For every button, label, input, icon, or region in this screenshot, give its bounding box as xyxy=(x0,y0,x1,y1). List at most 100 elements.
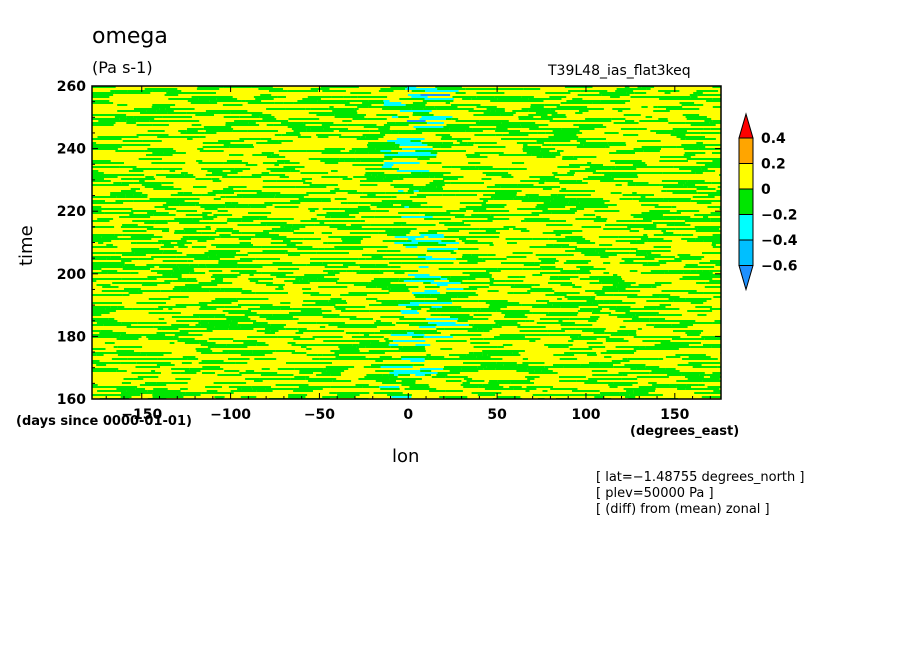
field-segment xyxy=(400,310,418,312)
field-segment xyxy=(557,206,566,208)
field-segment xyxy=(328,176,340,178)
field-segment xyxy=(520,230,530,232)
field-segment xyxy=(630,368,637,370)
field-segment xyxy=(380,388,400,390)
field-segment xyxy=(92,368,119,370)
field-segment xyxy=(126,390,148,392)
field-segment xyxy=(523,144,528,146)
field-segment xyxy=(134,108,160,110)
field-segment xyxy=(619,262,648,264)
field-segment xyxy=(130,236,163,238)
field-segment xyxy=(322,396,355,398)
field-segment xyxy=(262,162,285,164)
field-segment xyxy=(462,382,470,384)
field-segment xyxy=(551,114,566,116)
field-segment xyxy=(438,242,460,244)
field-segment xyxy=(396,138,425,140)
field-segment xyxy=(92,206,102,208)
field-segment xyxy=(626,92,635,94)
field-segment xyxy=(677,254,691,256)
field-segment xyxy=(641,106,648,108)
field-segment xyxy=(158,240,187,242)
field-segment xyxy=(695,306,712,308)
field-segment xyxy=(187,288,221,290)
field-segment xyxy=(488,190,522,192)
field-segment xyxy=(346,270,353,272)
field-segment xyxy=(473,324,499,326)
field-segment xyxy=(92,236,102,238)
field-segment xyxy=(488,382,511,384)
field-segment xyxy=(151,370,156,372)
field-segment xyxy=(432,146,441,148)
field-segment xyxy=(123,378,134,380)
field-segment xyxy=(281,122,304,124)
field-segment xyxy=(410,360,425,362)
field-segment xyxy=(327,242,361,244)
field-segment xyxy=(373,392,403,394)
field-segment xyxy=(417,258,426,260)
field-segment xyxy=(459,262,478,264)
field-segment xyxy=(476,356,491,358)
field-segment xyxy=(668,172,696,174)
field-segment xyxy=(556,106,588,108)
field-segment xyxy=(592,328,606,330)
field-segment xyxy=(259,378,291,380)
field-segment xyxy=(435,134,451,136)
field-segment xyxy=(228,312,257,314)
field-segment xyxy=(275,288,284,290)
field-segment xyxy=(658,260,682,262)
field-segment xyxy=(638,386,657,388)
field-segment xyxy=(684,152,706,154)
field-segment xyxy=(324,344,353,346)
field-segment xyxy=(529,176,555,178)
field-segment xyxy=(527,290,555,292)
field-segment xyxy=(175,378,191,380)
field-segment xyxy=(167,112,187,114)
field-segment xyxy=(299,370,327,372)
field-segment xyxy=(267,316,293,318)
field-segment xyxy=(660,156,691,158)
field-segment xyxy=(166,202,199,204)
field-segment xyxy=(297,322,317,324)
field-segment xyxy=(398,348,426,350)
field-segment xyxy=(370,158,393,160)
field-segment xyxy=(243,342,266,344)
field-segment xyxy=(295,332,304,334)
field-segment xyxy=(464,216,494,218)
field-segment xyxy=(203,128,234,130)
field-segment xyxy=(329,226,362,228)
field-segment xyxy=(415,150,438,152)
field-segment xyxy=(467,142,475,144)
field-segment xyxy=(535,112,558,114)
field-segment xyxy=(209,222,228,224)
field-segment xyxy=(471,288,478,290)
field-segment xyxy=(182,394,201,396)
field-segment xyxy=(562,158,578,160)
field-segment xyxy=(553,174,574,176)
field-segment xyxy=(600,100,630,102)
field-segment xyxy=(472,268,498,270)
field-segment xyxy=(651,250,671,252)
field-segment xyxy=(345,236,371,238)
field-segment xyxy=(502,344,513,346)
field-segment xyxy=(624,364,646,366)
field-segment xyxy=(405,192,414,194)
field-segment xyxy=(310,294,331,296)
field-segment xyxy=(704,286,721,288)
field-segment xyxy=(331,220,361,222)
field-segment xyxy=(162,274,172,276)
field-segment xyxy=(317,354,323,356)
field-segment xyxy=(309,184,338,186)
field-segment xyxy=(519,228,527,230)
field-segment xyxy=(656,348,679,350)
field-segment xyxy=(352,270,360,272)
field-segment xyxy=(426,250,454,252)
field-segment xyxy=(377,174,399,176)
field-segment xyxy=(624,86,630,88)
field-segment xyxy=(696,282,706,284)
field-segment xyxy=(152,152,164,154)
field-segment xyxy=(710,218,721,220)
field-segment xyxy=(687,240,704,242)
field-segment xyxy=(522,148,556,150)
field-segment xyxy=(113,346,118,348)
